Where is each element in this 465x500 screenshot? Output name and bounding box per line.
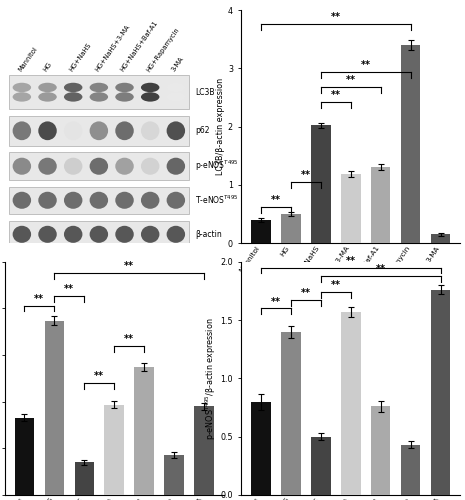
Ellipse shape [141,122,159,140]
Bar [251,220,271,243]
Bar [74,462,94,495]
Bar [281,214,301,243]
Ellipse shape [90,226,108,243]
Ellipse shape [90,192,108,209]
Text: **: ** [271,195,281,205]
Text: **: ** [301,170,311,180]
Ellipse shape [166,192,185,209]
Bar [371,406,391,495]
Text: **: ** [331,90,341,100]
Text: **: ** [64,284,74,294]
Ellipse shape [38,122,57,140]
Text: 3-MA: 3-MA [171,56,186,73]
Text: **: ** [331,12,341,22]
Text: p62: p62 [195,126,210,136]
Ellipse shape [64,192,82,209]
Ellipse shape [115,122,134,140]
Text: **: ** [361,60,371,70]
Text: HG+NaHS: HG+NaHS [68,42,93,73]
Text: **: ** [271,296,281,306]
Ellipse shape [166,82,185,92]
Ellipse shape [13,192,31,209]
Text: **: ** [301,288,311,298]
Text: LC3B: LC3B [195,88,215,96]
Ellipse shape [115,192,134,209]
Bar [401,445,420,495]
Ellipse shape [64,82,82,92]
Bar [134,367,154,495]
Bar [9,152,189,180]
Ellipse shape [115,82,134,92]
Ellipse shape [38,158,57,175]
Text: Mannitol: Mannitol [17,46,38,73]
Text: **: ** [34,294,44,304]
Ellipse shape [64,122,82,140]
Ellipse shape [115,92,134,102]
Ellipse shape [64,92,82,102]
Ellipse shape [141,192,159,209]
Bar [431,290,451,495]
Ellipse shape [166,226,185,243]
Text: HG+NaHS+3-MA: HG+NaHS+3-MA [94,24,131,73]
Bar [164,455,184,495]
Text: **: ** [124,261,134,271]
Y-axis label: p-eNOS$^{T495}$/β-actin expression: p-eNOS$^{T495}$/β-actin expression [203,317,218,440]
Ellipse shape [141,158,159,175]
Ellipse shape [38,192,57,209]
Text: HG+Rapamycin: HG+Rapamycin [145,26,180,73]
Ellipse shape [13,82,31,92]
Ellipse shape [64,226,82,243]
Text: **: ** [124,334,134,344]
Bar [281,332,301,495]
Text: **: ** [94,371,104,381]
Ellipse shape [90,82,108,92]
Bar [341,174,360,243]
Bar [194,406,214,495]
Bar [105,404,124,495]
Bar [431,234,451,243]
Ellipse shape [13,158,31,175]
Bar [9,76,189,109]
Ellipse shape [141,226,159,243]
Ellipse shape [90,122,108,140]
Bar [9,116,189,146]
Bar [371,168,391,243]
Bar [311,436,331,495]
Ellipse shape [166,158,185,175]
Ellipse shape [141,82,159,92]
Text: HG: HG [43,62,53,73]
Ellipse shape [13,226,31,243]
Ellipse shape [166,92,185,102]
Ellipse shape [13,92,31,102]
Bar [311,126,331,243]
Ellipse shape [38,226,57,243]
Ellipse shape [90,158,108,175]
Ellipse shape [38,92,57,102]
Ellipse shape [141,92,159,102]
Bar [341,312,360,495]
Bar [251,402,271,495]
Y-axis label: LC3B/β-actin expression: LC3B/β-actin expression [216,78,225,175]
Ellipse shape [166,122,185,140]
Text: **: ** [346,75,356,85]
Text: p-eNOS$^{T495}$: p-eNOS$^{T495}$ [195,159,239,174]
Ellipse shape [115,158,134,175]
Bar [401,45,420,243]
Text: T-eNOS$^{T495}$: T-eNOS$^{T495}$ [195,194,239,206]
Text: β-actin: β-actin [195,230,222,239]
Text: **: ** [346,256,356,266]
Ellipse shape [64,158,82,175]
Ellipse shape [115,226,134,243]
Bar [9,220,189,248]
Text: HG+NaHS+Baf-A1: HG+NaHS+Baf-A1 [120,20,159,73]
Ellipse shape [90,92,108,102]
Text: **: ** [376,264,386,274]
Bar [45,320,64,495]
Text: **: ** [331,280,341,290]
Bar [14,418,34,495]
Bar [9,186,189,214]
Ellipse shape [38,82,57,92]
Ellipse shape [13,122,31,140]
